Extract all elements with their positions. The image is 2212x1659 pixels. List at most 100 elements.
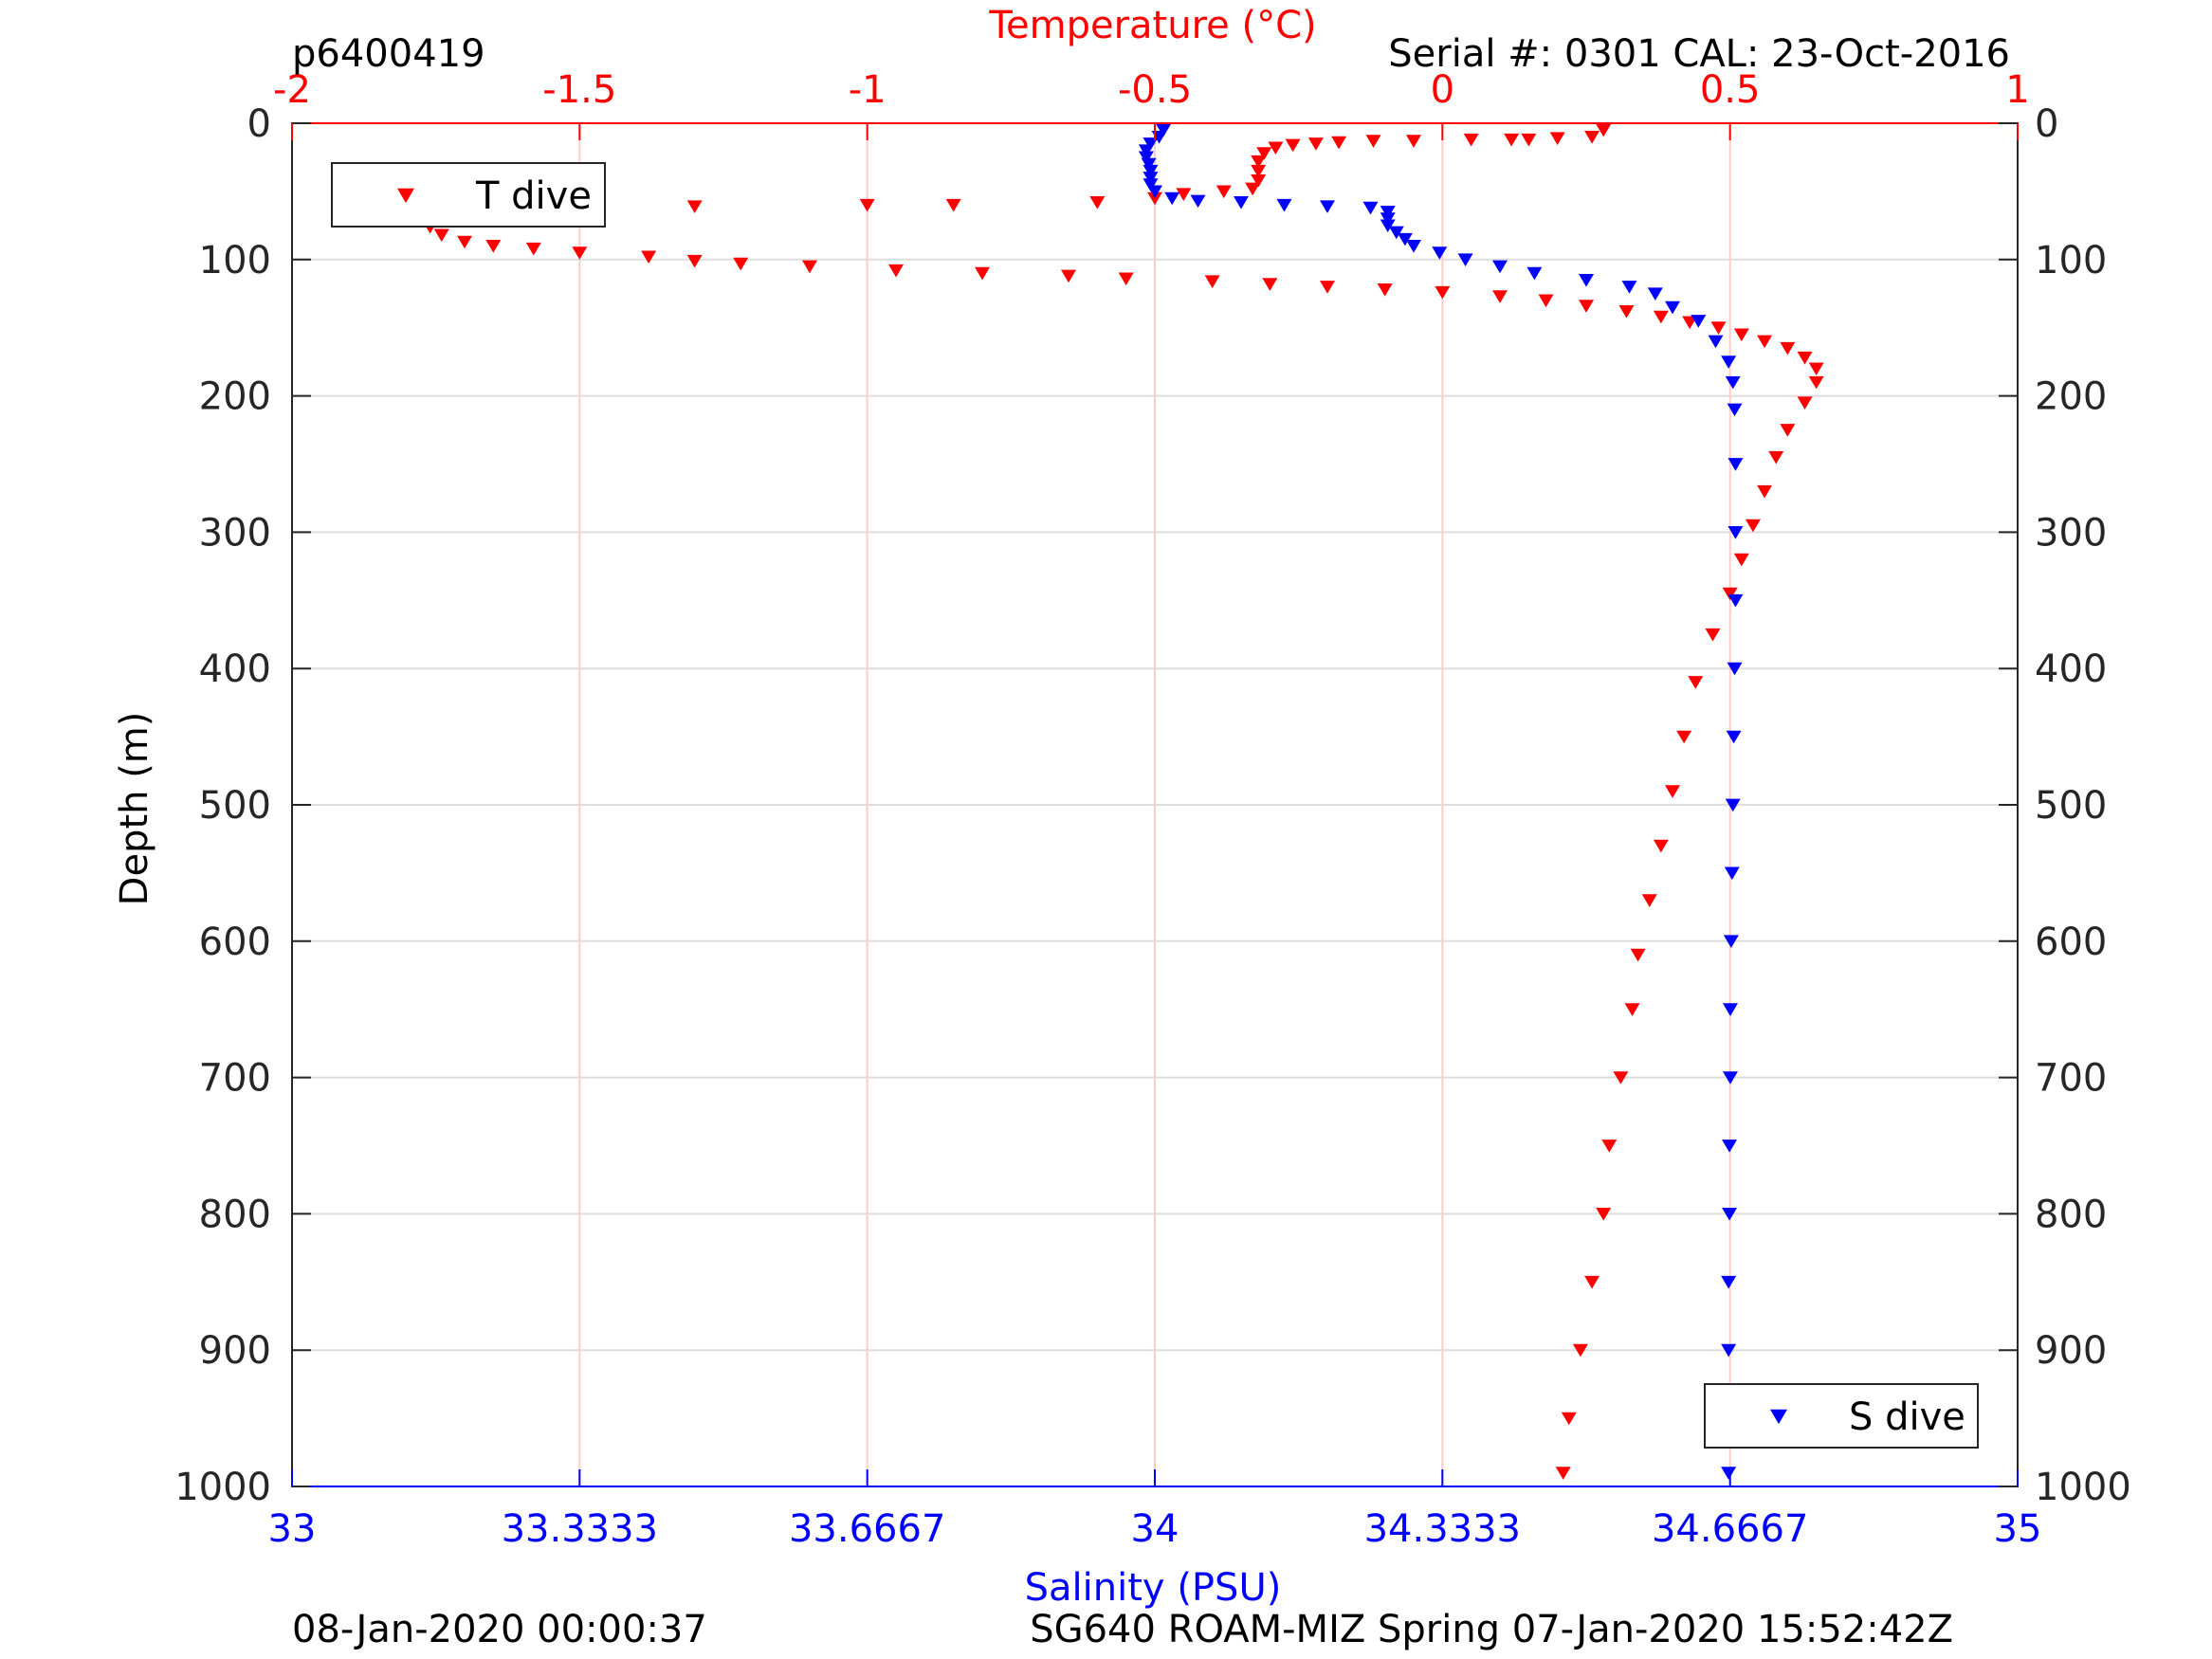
salinity-point <box>1143 172 1159 185</box>
depth-tick-label-left: 900 <box>199 1329 271 1373</box>
depth-tick-label-left: 700 <box>199 1057 271 1101</box>
temperature-tick-label: -2 <box>273 68 311 112</box>
salinity-tick-label: 34.3333 <box>1364 1507 1521 1551</box>
temperature-point <box>1808 375 1824 390</box>
temperature-point <box>1268 141 1284 155</box>
temperature-legend-label: T dive <box>475 174 592 218</box>
depth-tick-label-right: 0 <box>2035 102 2058 146</box>
salinity-point <box>1234 196 1249 210</box>
axis-layer: 0 0 100 100 200 200 300 300 400 400 500 500 600 600 70… <box>174 68 2131 1551</box>
salinity-point <box>1721 1467 1737 1480</box>
temperature-point <box>1780 424 1796 437</box>
grid-layer <box>292 123 2018 1486</box>
temperature-point <box>1176 188 1192 201</box>
temperature-tick-label: 1 <box>2005 68 2029 112</box>
temperature-point <box>1245 182 1261 196</box>
temperature-point <box>1251 173 1267 188</box>
temperature-point <box>1688 676 1704 689</box>
temperature-point <box>859 198 875 212</box>
salinity-point <box>1725 798 1741 812</box>
depth-tick-label-right: 500 <box>2035 784 2107 828</box>
temperature-point <box>1653 839 1669 853</box>
temperature-point <box>1061 269 1076 283</box>
temperature-legend-box <box>331 162 606 228</box>
depth-tick-label-left: 300 <box>199 511 271 555</box>
temperature-point <box>572 246 588 260</box>
temperature-point <box>1596 123 1612 137</box>
temperature-point <box>1118 272 1134 286</box>
depth-tick-label-left: 600 <box>199 921 271 964</box>
temperature-point <box>686 200 703 213</box>
salinity-point <box>1647 287 1663 301</box>
salinity-point <box>1579 273 1594 287</box>
temperature-point <box>1722 587 1738 601</box>
salinity-legend-marker <box>1770 1409 1787 1425</box>
salinity-point <box>1141 157 1157 172</box>
temperature-point <box>1377 283 1393 297</box>
salinity-point <box>1432 246 1448 260</box>
salinity-tick-label: 33.3333 <box>502 1507 658 1551</box>
salinity-axis-title: Salinity (PSU) <box>1025 1566 1282 1610</box>
salinity-point <box>1138 144 1154 157</box>
temperature-point <box>1676 730 1692 744</box>
temperature-point <box>641 250 657 264</box>
salinity-point <box>1722 1003 1738 1016</box>
depth-tick-label-left: 400 <box>199 647 271 691</box>
temperature-point <box>1492 290 1508 303</box>
temperature-point <box>1630 948 1646 962</box>
salinity-legend-label: S dive <box>1849 1395 1965 1439</box>
salinity-point <box>1143 137 1159 151</box>
salinity-point <box>1708 335 1724 349</box>
salinity-point <box>1724 866 1740 881</box>
temperature-point <box>1624 1003 1640 1016</box>
temperature-point <box>1665 785 1680 798</box>
temperature-point <box>945 198 961 212</box>
temperature-point <box>1618 305 1635 319</box>
temperature-point <box>1262 278 1278 291</box>
temperature-point <box>1733 328 1749 342</box>
salinity-point <box>1728 593 1744 608</box>
salinity-point <box>1406 240 1421 253</box>
temperature-point <box>1320 281 1335 294</box>
temperature-point <box>1561 1412 1577 1426</box>
temperature-point <box>1285 138 1301 153</box>
salinity-point <box>1397 232 1413 246</box>
header-right: Serial #: 0301 CAL: 23-Oct-2016 <box>1388 32 2010 76</box>
temperature-point <box>1251 155 1267 169</box>
salinity-point <box>1728 526 1744 539</box>
temperature-tick-label: -1.5 <box>542 68 616 112</box>
temperature-legend: T dive <box>331 162 606 228</box>
temperature-point <box>686 254 703 268</box>
temperature-point <box>1613 1071 1629 1085</box>
salinity-point <box>1388 226 1404 240</box>
salinity-point <box>1143 178 1159 191</box>
temperature-point <box>1463 133 1479 147</box>
depth-tick-label-left: 200 <box>199 375 271 419</box>
depth-tick-label-right: 400 <box>2035 647 2107 691</box>
salinity-point <box>1722 1139 1738 1153</box>
depth-tick-label-left: 800 <box>199 1193 271 1236</box>
temperature-point <box>1538 294 1554 308</box>
temperature-point <box>1089 196 1106 210</box>
depth-tick-label-left: 100 <box>199 239 271 283</box>
depth-tick-label-right: 300 <box>2035 511 2107 555</box>
salinity-point <box>1362 201 1379 215</box>
salinity-tick-label: 35 <box>1994 1507 2042 1551</box>
temperature-point <box>1555 1467 1571 1480</box>
salinity-tick-label: 33 <box>268 1507 317 1551</box>
temperature-point <box>1601 1139 1618 1153</box>
temperature-point <box>1705 628 1721 642</box>
footer-left: 08-Jan-2020 00:00:37 <box>292 1608 707 1651</box>
depth-tick-label-right: 900 <box>2035 1329 2107 1373</box>
salinity-legend: S dive <box>1704 1383 1979 1449</box>
temperature-tick-label: -0.5 <box>1118 68 1192 112</box>
salinity-point <box>1380 219 1396 233</box>
depth-tick-label-right: 600 <box>2035 921 2107 964</box>
temperature-point <box>1768 450 1784 465</box>
temperature-point <box>1521 133 1537 147</box>
temperature-point <box>1584 1275 1600 1289</box>
salinity-legend-box <box>1704 1383 1979 1449</box>
salinity-point <box>1721 356 1737 369</box>
temperature-point <box>802 260 817 274</box>
temperature-point <box>485 240 502 253</box>
